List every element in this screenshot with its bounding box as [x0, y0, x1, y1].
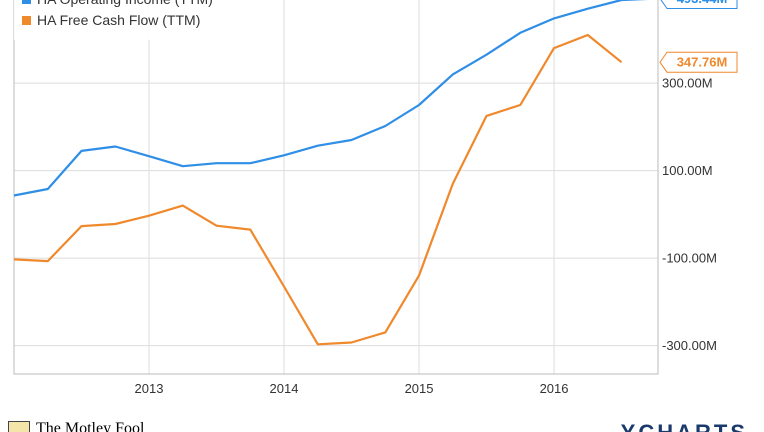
- gridlines: [14, 0, 658, 374]
- legend-swatch-0: [22, 0, 31, 4]
- y-tick-label: 100.00M: [662, 163, 713, 178]
- x-tick-label: 2014: [270, 381, 299, 396]
- end-label-box-1: [659, 51, 738, 73]
- motley-fool-brand: The Motley Fool: [8, 420, 144, 432]
- end-label-box-0: [660, 0, 738, 9]
- x-tick-label: 2016: [540, 381, 569, 396]
- motley-fool-logo-icon: [8, 421, 30, 432]
- end-labels: 493.44M 347.76M: [659, 0, 738, 73]
- x-axis-ticks: 2013 2014 2015 2016: [135, 381, 569, 396]
- x-tick-label: 2013: [135, 381, 164, 396]
- legend-label-1: HA Free Cash Flow (TTM): [37, 12, 200, 28]
- y-tick-label: -100.00M: [662, 251, 717, 266]
- series-layer: [13, 0, 649, 346]
- legend: HA Operating Income (TTM) HA Free Cash Fl…: [14, 0, 256, 40]
- end-label-0: 493.44M: [677, 0, 728, 6]
- series-line-1: [13, 33, 623, 346]
- end-label-1: 347.76M: [677, 55, 728, 70]
- motley-fool-wordmark: The Motley Fool: [36, 420, 145, 432]
- y-axis-ticks: -300.00M -100.00M 100.00M 300.00M: [662, 76, 717, 353]
- x-tick-label: 2015: [405, 381, 434, 396]
- legend-background: [14, 0, 256, 40]
- series-line-0: [13, 0, 649, 197]
- ycharts-wordmark: YCHARTS: [621, 420, 748, 432]
- y-tick-label: -300.00M: [662, 338, 717, 353]
- plot-frame: [13, 0, 659, 375]
- legend-swatch-1: [22, 16, 31, 25]
- legend-label-0: HA Operating Income (TTM): [37, 0, 213, 7]
- y-tick-label: 300.00M: [662, 76, 713, 91]
